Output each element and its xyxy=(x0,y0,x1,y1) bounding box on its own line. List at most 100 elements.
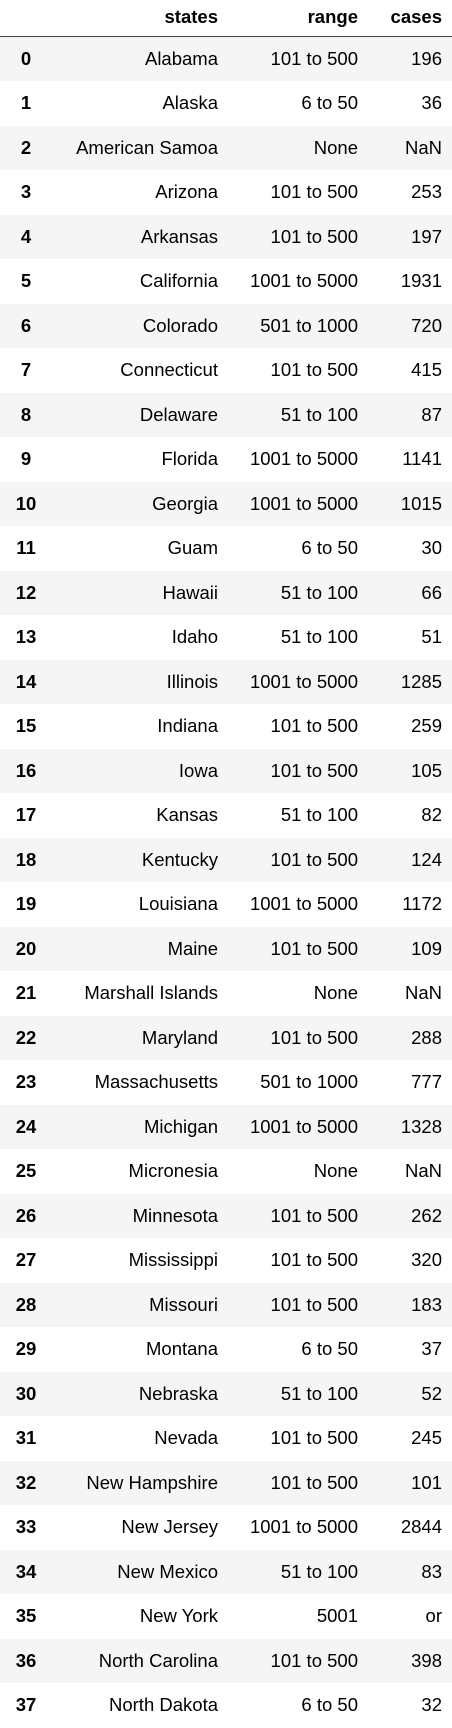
table-row: 26 Minnesota 101 to 500 262 xyxy=(0,1193,452,1238)
cases-cell: 87 xyxy=(421,403,442,425)
state-cell: Arkansas xyxy=(140,225,218,247)
row-index-cell: 27 xyxy=(15,1249,37,1271)
state-cell: Nebraska xyxy=(138,1382,218,1404)
cases-cell: 1015 xyxy=(400,492,442,514)
range-cell: 1001 to 5000 xyxy=(249,670,358,692)
cases-cell: 1285 xyxy=(400,670,442,692)
state-cell: California xyxy=(139,270,218,292)
state-cell: New Mexico xyxy=(117,1560,218,1582)
row-index-cell: 28 xyxy=(15,1293,37,1315)
table-row: 6 Colorado 501 to 1000 720 xyxy=(0,303,452,348)
row-index-cell: 3 xyxy=(20,181,32,203)
cases-cell: 259 xyxy=(411,715,442,737)
table-row: 22 Maryland 101 to 500 288 xyxy=(0,1015,452,1060)
header-row: states range cases xyxy=(0,0,452,37)
state-cell: Iowa xyxy=(178,759,218,781)
state-cell: Guam xyxy=(167,537,218,559)
cases-cell: 415 xyxy=(411,359,442,381)
row-index-cell: 29 xyxy=(15,1338,37,1360)
table-row: 27 Mississippi 101 to 500 320 xyxy=(0,1238,452,1283)
table-row: 8 Delaware 51 to 100 87 xyxy=(0,392,452,437)
table-row: 25 Micronesia None NaN xyxy=(0,1149,452,1194)
cases-cell: NaN xyxy=(404,1160,442,1182)
table-row: 12 Hawaii 51 to 100 66 xyxy=(0,570,452,615)
table-row: 37 North Dakota 6 to 50 32 xyxy=(0,1683,452,1728)
row-index-cell: 11 xyxy=(16,537,36,559)
cases-cell: 196 xyxy=(411,48,442,69)
range-cell: 101 to 500 xyxy=(270,1649,358,1671)
range-cell: 6 to 50 xyxy=(301,1694,358,1716)
range-cell: 101 to 500 xyxy=(270,759,358,781)
table-row: 19 Louisiana 1001 to 5000 1172 xyxy=(0,882,452,927)
cases-cell: NaN xyxy=(404,982,442,1004)
range-cell: 51 to 100 xyxy=(280,1560,358,1582)
row-index-cell: 17 xyxy=(15,804,37,826)
row-index-cell: 24 xyxy=(15,1115,37,1137)
row-index-cell: 4 xyxy=(20,225,32,247)
cases-cell: 105 xyxy=(411,759,442,781)
table-row: 23 Massachusetts 501 to 1000 777 xyxy=(0,1060,452,1105)
table-row: 35 New York 5001 or xyxy=(0,1594,452,1639)
row-index-cell: 5 xyxy=(20,270,32,292)
row-index-cell: 19 xyxy=(15,893,37,915)
table-header: states range cases xyxy=(0,0,452,37)
range-cell: 5001 xyxy=(316,1605,358,1627)
cases-column-header: cases xyxy=(368,0,452,37)
range-cell: 1001 to 5000 xyxy=(249,270,358,292)
cases-cell: 124 xyxy=(411,848,442,870)
row-index-cell: 37 xyxy=(15,1694,37,1716)
range-cell: 51 to 100 xyxy=(280,1382,358,1404)
table-row: 31 Nevada 101 to 500 245 xyxy=(0,1416,452,1461)
row-index-cell: 7 xyxy=(20,359,32,381)
state-cell: Micronesia xyxy=(128,1160,218,1182)
range-cell: None xyxy=(313,136,358,158)
range-cell: 101 to 500 xyxy=(270,1471,358,1493)
table-body: 0 Alabama 101 to 500 196 1 Alaska 6 to 50 36 2 Am… xyxy=(0,36,452,1728)
table-row: 33 New Jersey 1001 to 5000 2844 xyxy=(0,1505,452,1550)
row-index-cell: 8 xyxy=(20,403,32,425)
row-index-cell: 10 xyxy=(15,492,37,514)
state-cell: Maryland xyxy=(141,1026,218,1048)
table-row: 34 New Mexico 51 to 100 83 xyxy=(0,1549,452,1594)
range-cell: 101 to 500 xyxy=(270,1427,358,1449)
table-row: 15 Indiana 101 to 500 259 xyxy=(0,704,452,749)
state-cell: Connecticut xyxy=(120,359,218,381)
row-index-cell: 20 xyxy=(15,937,37,959)
range-cell: 1001 to 5000 xyxy=(249,1516,358,1538)
cases-cell: 197 xyxy=(411,225,442,247)
row-index-cell: 31 xyxy=(15,1427,37,1449)
cases-cell: 30 xyxy=(421,537,442,559)
table-row: 13 Idaho 51 to 100 51 xyxy=(0,615,452,660)
table-row: 5 California 1001 to 5000 1931 xyxy=(0,259,452,304)
range-cell: 51 to 100 xyxy=(280,626,358,648)
table-row: 11 Guam 6 to 50 30 xyxy=(0,526,452,571)
range-cell: None xyxy=(313,1160,358,1182)
cases-cell: 2844 xyxy=(400,1516,442,1538)
row-index-cell: 1 xyxy=(20,92,32,114)
range-column-header: range xyxy=(228,0,368,37)
table-row: 7 Connecticut 101 to 500 415 xyxy=(0,348,452,393)
range-cell: 101 to 500 xyxy=(270,1249,358,1271)
row-index-cell: 34 xyxy=(15,1560,37,1582)
state-cell: Massachusetts xyxy=(94,1071,218,1093)
state-cell: Delaware xyxy=(139,403,218,425)
range-cell: 6 to 50 xyxy=(301,92,358,114)
row-index-cell: 9 xyxy=(20,448,32,470)
cases-cell: 101 xyxy=(411,1471,442,1493)
state-cell: New York xyxy=(139,1605,218,1627)
row-index-cell: 35 xyxy=(15,1605,37,1627)
range-cell: None xyxy=(313,982,358,1004)
range-cell: 101 to 500 xyxy=(270,1026,358,1048)
table-row: 18 Kentucky 101 to 500 124 xyxy=(0,837,452,882)
row-index-cell: 2 xyxy=(20,136,32,158)
cases-cell: 109 xyxy=(411,937,442,959)
state-cell: Missouri xyxy=(149,1293,218,1315)
cases-cell: 52 xyxy=(421,1382,442,1404)
cases-cell: 288 xyxy=(411,1026,442,1048)
row-index-cell: 32 xyxy=(15,1471,37,1493)
range-cell: 51 to 100 xyxy=(280,804,358,826)
table-row: 16 Iowa 101 to 500 105 xyxy=(0,748,452,793)
row-index-cell: 36 xyxy=(15,1649,37,1671)
row-index-cell: 15 xyxy=(15,715,37,737)
